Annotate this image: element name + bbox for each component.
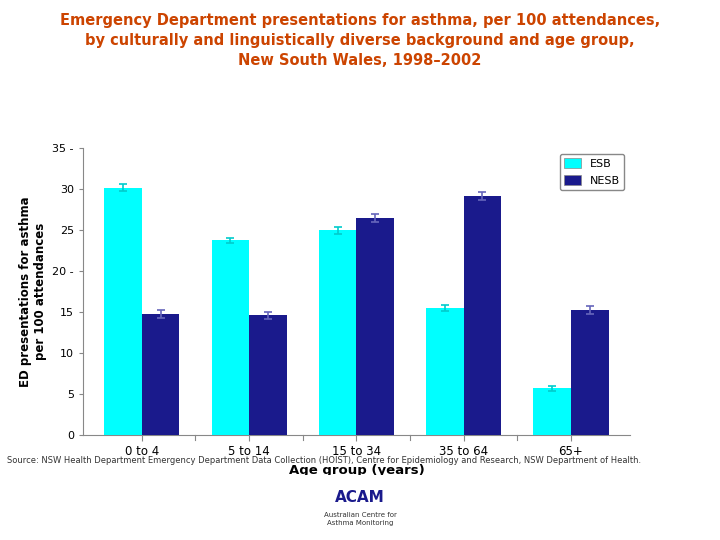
Bar (249, 315, 287, 435)
Bar (356, 218, 394, 435)
Text: Emergency Department presentations for asthma, per 100 attendances,
by culturall: Emergency Department presentations for a… (60, 14, 660, 68)
Bar (104, 188, 142, 435)
Text: Australian Centre for
Asthma Monitoring: Australian Centre for Asthma Monitoring (323, 512, 397, 526)
Bar (142, 314, 179, 435)
Bar (571, 310, 608, 435)
Bar (319, 230, 356, 435)
Bar (212, 240, 249, 435)
Bar (266, 475, 454, 537)
Text: WOOLCOCK: WOOLCOCK (541, 490, 640, 505)
Bar (426, 308, 464, 435)
Bar (534, 388, 571, 435)
X-axis label: Age group (years): Age group (years) (289, 464, 424, 477)
Text: Source: NSW Health Department Emergency Department Data Collection (HOIST), Cent: Source: NSW Health Department Emergency … (7, 456, 642, 465)
Text: ACAM: ACAM (335, 490, 385, 505)
Text: INSTITUTE of MEDICAL RESEARCH: INSTITUTE of MEDICAL RESEARCH (538, 520, 643, 525)
Y-axis label: ED presentations for asthma
per 100 attendances: ED presentations for asthma per 100 atte… (19, 196, 47, 387)
Text: AIHW: AIHW (31, 509, 70, 522)
Legend: ESB, NESB: ESB, NESB (560, 154, 624, 190)
Bar (464, 196, 501, 435)
